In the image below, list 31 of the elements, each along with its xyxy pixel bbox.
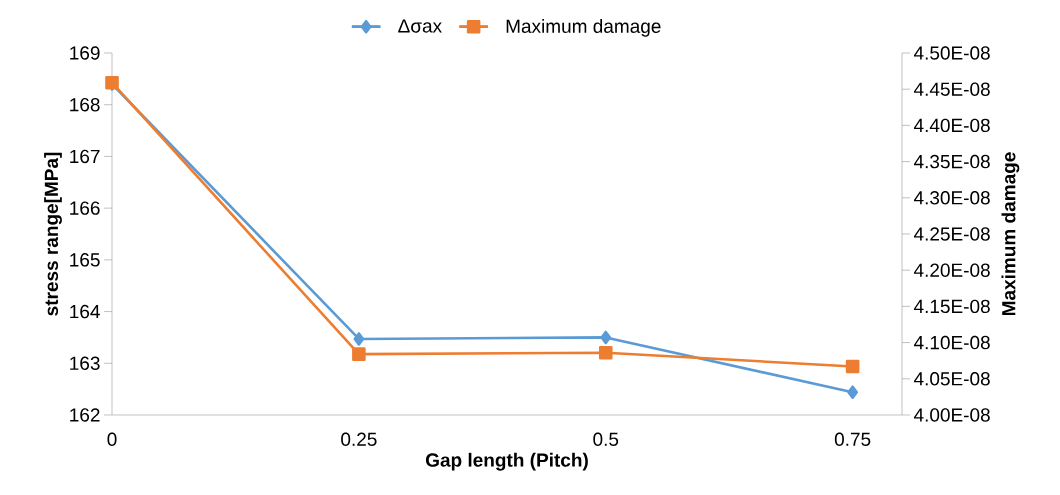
point [600, 330, 612, 345]
y-tick-label: 166 [70, 201, 100, 215]
x-tick-label: 0 [107, 432, 117, 446]
x-tick-label: 0.25 [341, 432, 377, 446]
y-tick-label: 169 [70, 46, 100, 60]
y2-tick-label: 4.35E-08 [913, 154, 990, 169]
y-tick-label: 162 [70, 408, 100, 422]
y2-tick-label: 4.45E-08 [913, 82, 990, 96]
y2-axis-title: Maximum damage [1001, 152, 1020, 316]
y2-tick-label: 4.20E-08 [913, 263, 990, 277]
x-tick-label: 0.75 [834, 432, 871, 446]
y2-tick-label: 4.40E-08 [913, 118, 990, 133]
y2-tick-label: 4.25E-08 [913, 227, 990, 241]
y2-tick-label: 4.15E-08 [913, 299, 990, 314]
y2-tick-label: 4.10E-08 [913, 335, 990, 350]
y-tick-label: 168 [70, 97, 100, 112]
y-tick-label: 163 [70, 356, 100, 370]
y2-tick-label: 4.05E-08 [913, 372, 990, 386]
y2-tick-label: 4.30E-08 [913, 191, 990, 205]
legend-label: Δσax [398, 19, 442, 33]
y-axis-title: stress range[MPa] [44, 152, 62, 316]
y-tick-label: 165 [70, 253, 100, 267]
point [847, 385, 859, 400]
y-tick-label: 164 [70, 304, 100, 319]
x-tick-label: 0.5 [593, 432, 619, 446]
x-axis-title: Gap length (Pitch) [425, 452, 588, 471]
y2-tick-label: 4.50E-08 [913, 46, 990, 60]
y2-tick-label: 4.00E-08 [913, 408, 990, 422]
legend-label: Maximum damage [506, 19, 661, 37]
point [353, 332, 365, 346]
y-tick-label: 167 [70, 149, 100, 164]
